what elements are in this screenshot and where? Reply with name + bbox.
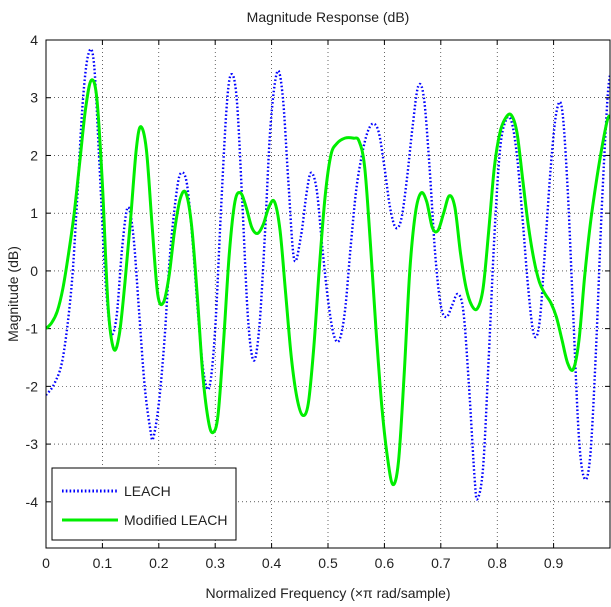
x-tick-label: 0.7 — [431, 555, 451, 571]
y-tick-label: -3 — [26, 436, 39, 452]
x-tick-label: 0.1 — [93, 555, 113, 571]
x-tick-label: 0.6 — [375, 555, 395, 571]
x-tick-label: 0 — [42, 555, 50, 571]
chart-title: Magnitude Response (dB) — [247, 9, 410, 25]
series-layer — [46, 48, 610, 501]
legend-box — [51, 467, 237, 541]
y-tick-label: -1 — [26, 321, 39, 337]
tick-labels: 0 0.1 0.2 0.3 0.4 0.5 0.6 0.7 0.8 0.9 4 3 2 1 0 -1 -2 -3 -… — [26, 32, 564, 571]
y-tick-label: 4 — [30, 32, 38, 48]
x-axis-label: Normalized Frequency (×π rad/sample) — [205, 585, 450, 601]
legend-label-leach: LEACH — [124, 483, 171, 499]
y-tick-label: 1 — [30, 205, 38, 221]
legend-label-modified-leach: Modified LEACH — [124, 512, 228, 528]
x-tick-label: 0.9 — [544, 555, 564, 571]
x-tick-label: 0.5 — [318, 555, 338, 571]
series-line-leach — [46, 48, 610, 501]
x-tick-label: 0.2 — [149, 555, 169, 571]
y-tick-label: -2 — [26, 378, 39, 394]
y-tick-label: 2 — [30, 147, 38, 163]
legend: LEACH Modified LEACH — [51, 467, 237, 541]
x-tick-label: 0.4 — [262, 555, 282, 571]
x-tick-label: 0.3 — [205, 555, 225, 571]
y-tick-label: -4 — [26, 494, 39, 510]
plot-frame — [45, 39, 611, 549]
axis-ticks — [45, 39, 610, 548]
series-line-modified-leach — [46, 78, 610, 487]
x-tick-label: 0.8 — [487, 555, 507, 571]
y-tick-label: 3 — [30, 90, 38, 106]
y-tick-label: 0 — [30, 263, 38, 279]
y-axis-label: Magnitude (dB) — [5, 246, 21, 342]
